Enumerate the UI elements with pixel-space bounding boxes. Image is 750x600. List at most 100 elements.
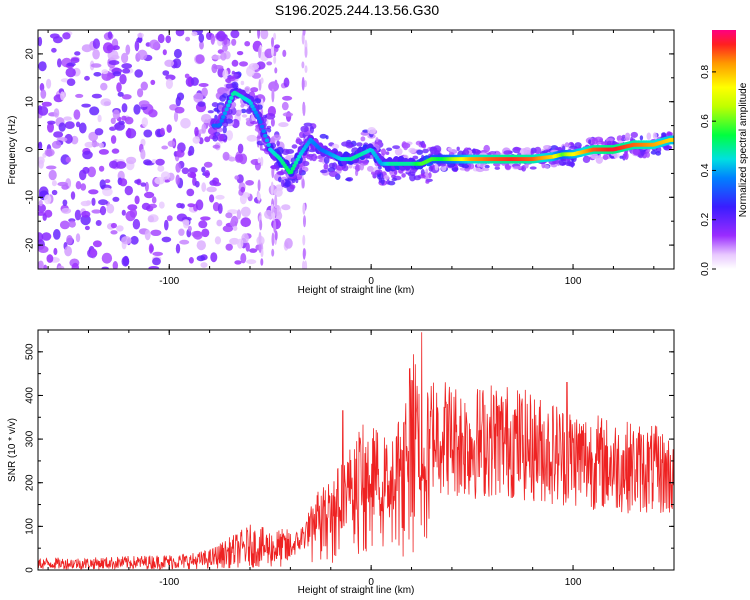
- spectrogram-speckle: [185, 36, 191, 42]
- spectrogram-speckle: [57, 58, 62, 68]
- spectrogram-halo: [416, 149, 424, 155]
- spectrogram-speckle: [121, 63, 133, 69]
- spectrogram-speckle: [232, 225, 238, 231]
- spectrogram-halo: [355, 169, 359, 176]
- spectrogram-speckle: [97, 114, 102, 123]
- spectrogram-halo: [212, 135, 219, 142]
- spectrogram-speckle: [108, 60, 120, 66]
- spectrogram-speckle: [98, 142, 104, 149]
- spectrogram-halo: [300, 125, 309, 133]
- spectrogram-speckle: [194, 180, 200, 188]
- spectrogram-speckle: [211, 63, 218, 74]
- spectrogram-halo: [256, 104, 263, 110]
- spectrogram-halo: [299, 166, 303, 175]
- spectrogram-speckle: [121, 103, 128, 113]
- spectrogram-speckle: [122, 255, 129, 266]
- spectrogram-speckle: [274, 44, 280, 49]
- spectrogram-speckle: [87, 166, 96, 178]
- spectrogram-halo: [378, 176, 382, 183]
- spectrogram-speckle: [137, 32, 144, 38]
- spectrogram-halo: [374, 141, 383, 145]
- spectrogram-halo: [377, 166, 382, 170]
- spectrogram-speckle: [74, 209, 82, 221]
- spectrogram-halo: [254, 98, 262, 104]
- spectrogram-speckle: [257, 179, 261, 192]
- spectrogram-halo: [503, 150, 513, 155]
- spectrogram-halo: [331, 143, 340, 150]
- spectrogram-speckle: [64, 133, 73, 144]
- spectrogram-halo: [520, 148, 528, 156]
- spectrogram-halo: [238, 109, 242, 115]
- spectrogram-halo: [356, 142, 363, 147]
- spectrogram-halo: [323, 163, 329, 170]
- spectrogram-speckle: [302, 248, 306, 260]
- x-tick-label: 100: [565, 577, 582, 588]
- spectrogram-ridge-core: [295, 157, 300, 162]
- spectrogram-halo: [462, 149, 470, 156]
- spectrogram-speckle: [245, 242, 250, 252]
- colorbar-ticks: 0.0 0.2 0.4 0.6 0.8: [700, 64, 716, 276]
- x-tick-label: -100: [159, 276, 179, 287]
- spectrogram-speckle: [250, 87, 259, 93]
- spectrogram-speckle: [91, 93, 102, 99]
- spectrogram-halo: [355, 164, 361, 172]
- spectrogram-speckle: [239, 193, 247, 205]
- spectrogram-speckle: [229, 219, 236, 227]
- spectrogram-speckle: [144, 191, 155, 199]
- spectrogram-speckle: [200, 216, 211, 221]
- spectrogram-speckle: [240, 186, 246, 193]
- spectrogram-speckle: [278, 122, 289, 128]
- spectrogram-speckle: [240, 217, 251, 228]
- spectrogram-halo: [367, 165, 374, 172]
- y-tick-label: 10: [25, 96, 36, 108]
- spectrogram-speckle: [174, 106, 185, 114]
- spectrogram-speckle: [175, 243, 181, 254]
- spectrogram-speckle: [126, 156, 137, 165]
- spectrogram-halo: [323, 156, 330, 164]
- spectrogram-speckle: [201, 166, 206, 173]
- spectrogram-halo: [595, 156, 603, 164]
- spectrogram-speckle: [271, 248, 275, 257]
- spectrogram-speckle: [257, 30, 261, 39]
- spectrogram-speckle: [101, 252, 113, 264]
- spectrogram-speckle: [90, 248, 97, 257]
- spectrogram-speckle: [51, 47, 57, 53]
- spectrogram-speckle: [158, 201, 165, 209]
- spectrogram-speckle: [282, 95, 293, 101]
- spectrogram-halo: [422, 143, 427, 149]
- snr-panel: -100 0 100 0 100 200 300 400 500 Height of stra…: [7, 329, 675, 596]
- spectrogram-speckle: [141, 117, 148, 128]
- colorbar-tick-label: 0.0: [700, 262, 711, 276]
- spectrogram-speckle: [187, 203, 195, 208]
- spectrogram-speckle: [222, 151, 230, 161]
- spectrogram-halo: [371, 171, 375, 175]
- spectrogram-speckle: [175, 162, 181, 173]
- spectrogram-speckle: [191, 31, 198, 37]
- spectrogram-speckle: [201, 87, 208, 97]
- spectrogram-speckle: [133, 104, 141, 115]
- spectrogram-speckle: [196, 240, 206, 251]
- colorbar-label: Normalized spectral amplitude: [738, 82, 749, 217]
- snr-series-line: [38, 332, 674, 570]
- spectrogram-speckle: [65, 67, 76, 78]
- spectrogram-speckle: [46, 254, 54, 263]
- spectrogram-halo: [289, 184, 296, 190]
- snr-y-label: SNR (10 * v/v): [7, 418, 18, 482]
- spectrogram-halo: [494, 166, 501, 170]
- spectrogram-halo: [283, 180, 292, 187]
- spectrogram-speckle: [98, 199, 108, 206]
- spectrogram-speckle: [81, 210, 91, 218]
- spectrogram-speckle: [260, 30, 269, 40]
- spectrogram-halo: [276, 140, 280, 147]
- spectrogram-speckle: [176, 92, 185, 101]
- spectrogram-halo: [582, 155, 591, 163]
- spectrogram-speckle: [178, 228, 185, 236]
- spectrogram-speckle: [198, 220, 208, 229]
- spectrogram-speckle: [38, 141, 43, 150]
- spectrogram-speckle: [111, 148, 120, 154]
- x-tick-label: 0: [368, 276, 374, 287]
- spectrogram-halo: [530, 149, 534, 157]
- spectrogram-ridge-core: [217, 122, 223, 127]
- spectrogram-speckle: [157, 165, 165, 172]
